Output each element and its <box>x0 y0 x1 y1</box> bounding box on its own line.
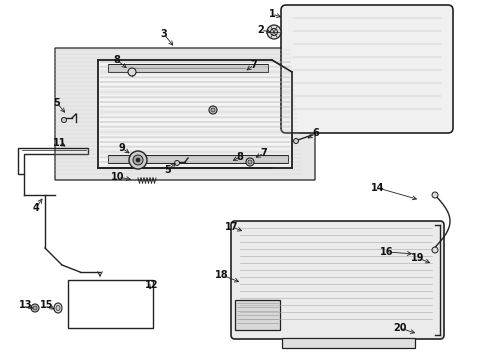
Circle shape <box>61 117 66 122</box>
Circle shape <box>208 106 217 114</box>
Circle shape <box>210 108 215 112</box>
Polygon shape <box>282 338 414 348</box>
Circle shape <box>293 139 298 144</box>
Text: 15: 15 <box>40 300 54 310</box>
Ellipse shape <box>56 306 60 310</box>
Circle shape <box>247 160 251 164</box>
Circle shape <box>129 151 147 169</box>
FancyBboxPatch shape <box>230 221 443 339</box>
Text: 1: 1 <box>268 9 275 19</box>
Text: 8: 8 <box>113 55 120 65</box>
Text: 2: 2 <box>257 25 264 35</box>
Text: 16: 16 <box>380 247 393 257</box>
Text: 13: 13 <box>19 300 33 310</box>
Text: 5: 5 <box>54 98 60 108</box>
Text: 19: 19 <box>410 253 424 263</box>
Text: 17: 17 <box>225 222 238 232</box>
FancyBboxPatch shape <box>281 5 452 133</box>
Circle shape <box>266 25 281 39</box>
Circle shape <box>431 192 437 198</box>
Polygon shape <box>108 155 287 163</box>
Circle shape <box>33 306 37 310</box>
Text: 8: 8 <box>236 152 243 162</box>
Polygon shape <box>98 60 291 168</box>
Text: 10: 10 <box>111 172 124 182</box>
Polygon shape <box>235 300 280 330</box>
Text: 6: 6 <box>312 128 319 138</box>
Text: 11: 11 <box>53 138 67 148</box>
Circle shape <box>128 68 136 76</box>
Text: 3: 3 <box>160 29 167 39</box>
Circle shape <box>136 158 140 162</box>
Circle shape <box>245 158 253 166</box>
Circle shape <box>270 28 277 36</box>
Text: 7: 7 <box>260 148 267 158</box>
Polygon shape <box>55 48 314 180</box>
Polygon shape <box>108 64 267 72</box>
Text: 7: 7 <box>250 60 257 70</box>
Text: 18: 18 <box>215 270 228 280</box>
Text: 5: 5 <box>164 165 171 175</box>
Circle shape <box>174 161 179 166</box>
Text: 4: 4 <box>33 203 40 213</box>
Text: 9: 9 <box>119 143 125 153</box>
Text: 20: 20 <box>392 323 406 333</box>
Circle shape <box>133 155 142 165</box>
Text: 12: 12 <box>145 280 159 290</box>
Circle shape <box>431 247 437 253</box>
Circle shape <box>31 304 39 312</box>
Ellipse shape <box>54 303 62 313</box>
Text: 14: 14 <box>370 183 384 193</box>
